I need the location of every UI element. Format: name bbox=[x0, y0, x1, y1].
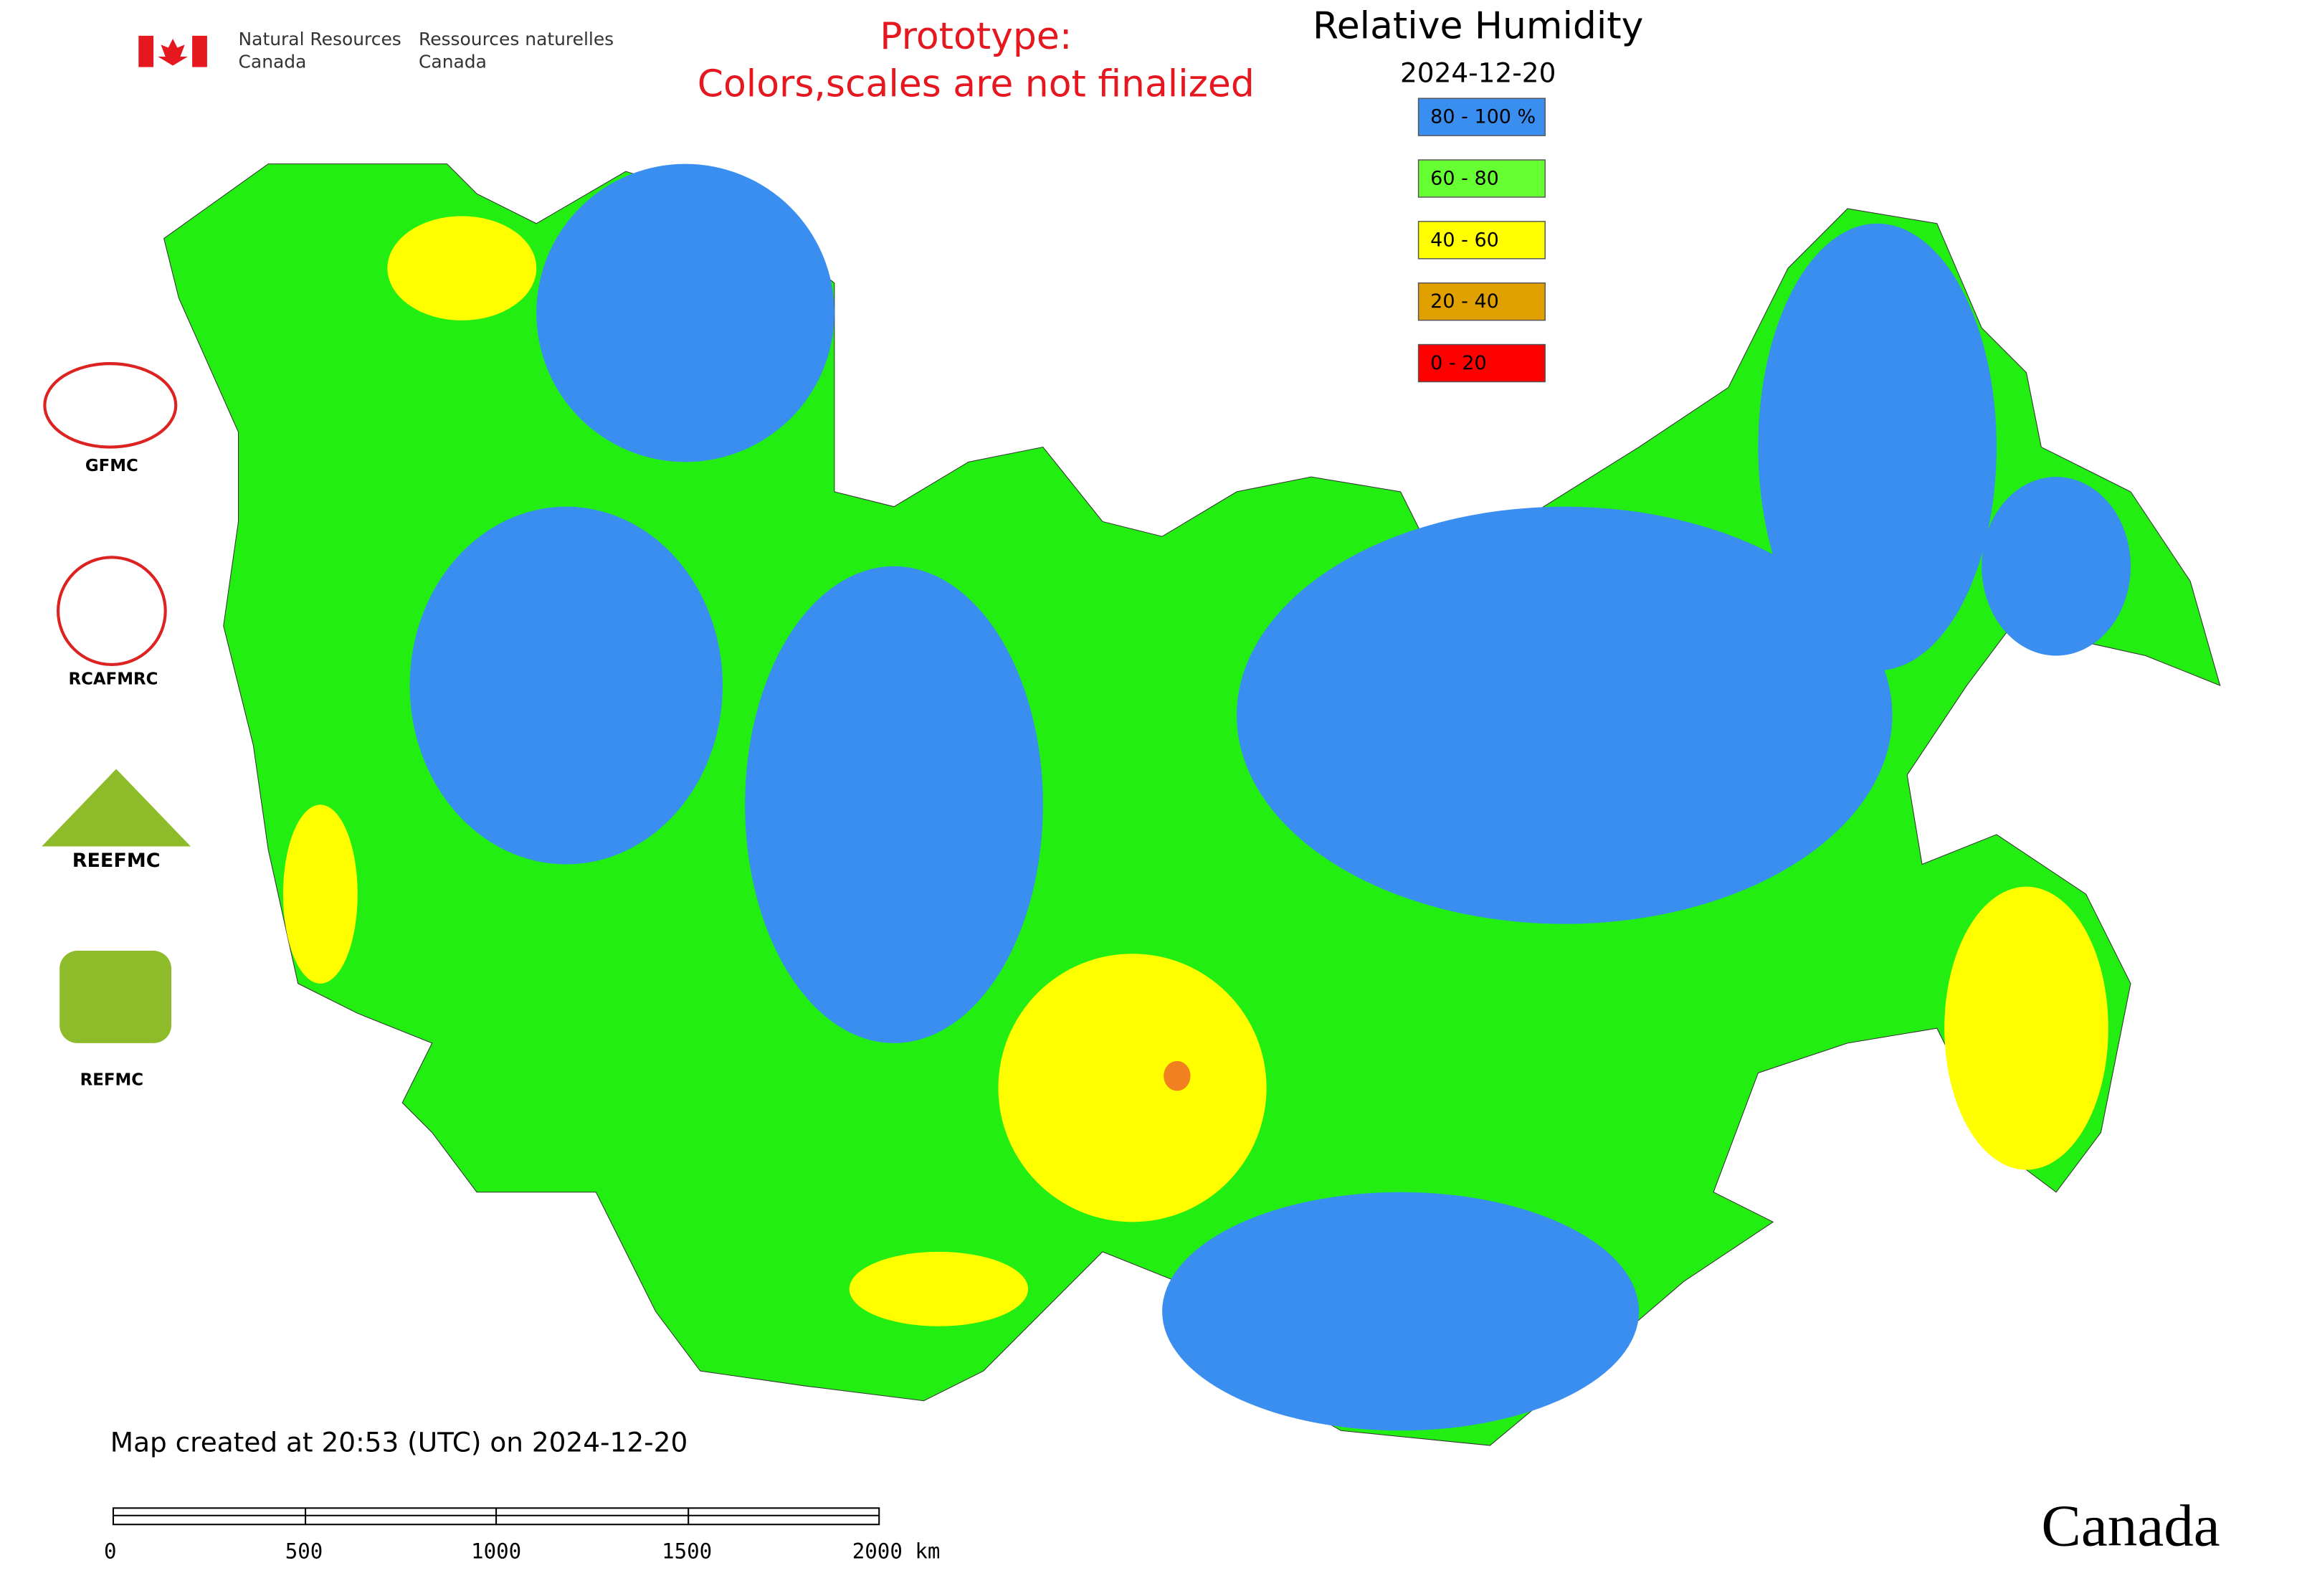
footer-note: Map created at 20:53 (UTC) on 2024-12-20 bbox=[110, 1426, 688, 1458]
dept-fr: Canada bbox=[419, 51, 487, 72]
notice: Prototype: bbox=[880, 15, 1072, 58]
logo-label: REFMC bbox=[80, 1070, 143, 1089]
dept-fr: Ressources naturelles bbox=[419, 29, 614, 49]
legend-label: 80 - 100 % bbox=[1430, 106, 1536, 128]
map-title: Relative Humidity bbox=[1313, 4, 1643, 47]
legend-label: 0 - 20 bbox=[1430, 352, 1486, 374]
legend-swatch bbox=[1417, 98, 1546, 136]
map-region bbox=[163, 163, 2221, 1446]
legend-swatch bbox=[1417, 159, 1546, 198]
legend-label: 20 - 40 bbox=[1430, 290, 1499, 313]
scale-label: 1500 bbox=[662, 1539, 712, 1564]
legend: 80 - 100 % 60 - 80 40 - 60 20 - 40 0 - 20 bbox=[1417, 98, 1546, 383]
legend-label: 40 - 60 bbox=[1430, 229, 1499, 251]
logo-label: REEFMC bbox=[72, 850, 161, 872]
logo-label: RCAFMRC bbox=[69, 670, 158, 688]
legend-swatch bbox=[1417, 221, 1546, 260]
dept-en: Canada bbox=[239, 51, 307, 72]
dept-en: Natural Resources bbox=[239, 29, 401, 49]
legend-swatch bbox=[1417, 343, 1546, 383]
logo-list: GFMC RCAFMRC REEFMC REFMC bbox=[42, 362, 191, 1089]
logo-label: GFMC bbox=[85, 457, 138, 475]
scale-label: 0 bbox=[104, 1539, 117, 1564]
map-date: 2024-12-20 bbox=[1400, 57, 1556, 88]
scale-label: 2000 km bbox=[852, 1539, 941, 1564]
scale-label: 500 bbox=[285, 1539, 323, 1564]
notice: Colors,scales are not finalized bbox=[698, 63, 1255, 106]
scale-label: 1000 bbox=[471, 1539, 521, 1564]
scale-bar bbox=[112, 1507, 880, 1526]
legend-swatch bbox=[1417, 282, 1546, 321]
canada-flag bbox=[138, 35, 207, 67]
legend-label: 60 - 80 bbox=[1430, 168, 1499, 190]
canada-wordmark: Canada bbox=[2041, 1493, 2220, 1559]
